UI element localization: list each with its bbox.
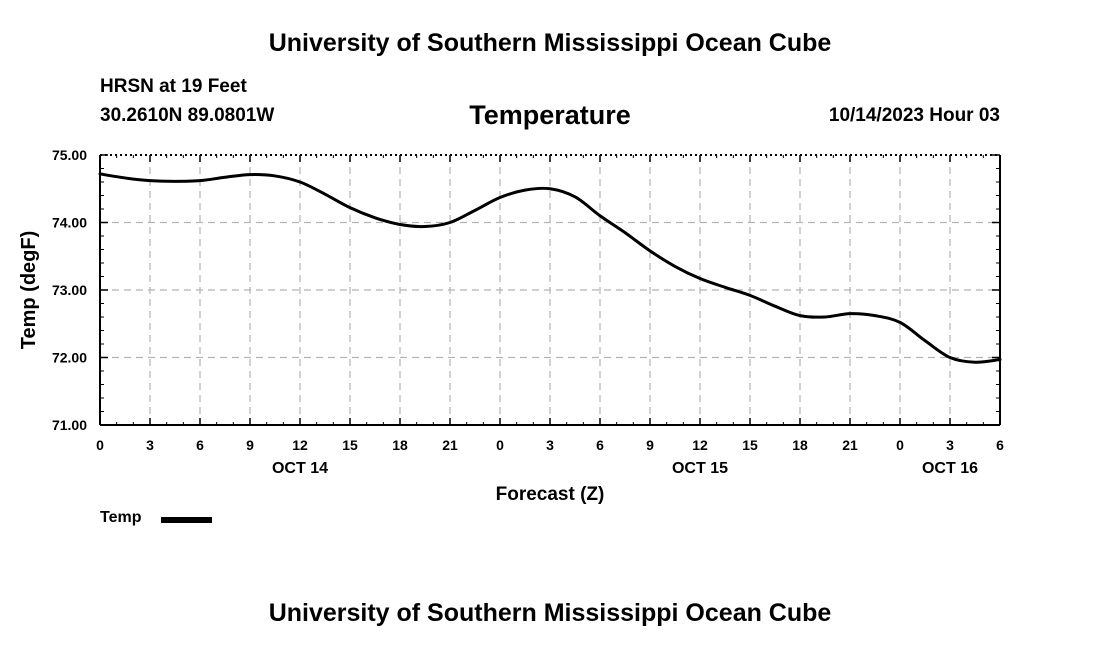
date-label: OCT 15 <box>672 460 728 477</box>
x-tick-label: 6 <box>596 437 604 453</box>
date-label: OCT 16 <box>922 460 978 477</box>
y-tick-label: 71.00 <box>52 417 87 433</box>
legend-label: Temp <box>100 509 142 526</box>
x-tick-label: 15 <box>742 437 758 453</box>
x-tick-label: 3 <box>946 437 954 453</box>
x-tick-label: 6 <box>996 437 1004 453</box>
variable-title: Temperature <box>469 100 631 130</box>
coordinates-label: 30.2610N 89.0801W <box>100 105 275 126</box>
x-tick-label: 9 <box>246 437 254 453</box>
datetime-label: 10/14/2023 Hour 03 <box>828 105 1000 126</box>
x-tick-label: 0 <box>96 437 104 453</box>
x-tick-label: 9 <box>646 437 654 453</box>
x-tick-label: 12 <box>692 437 708 453</box>
chart-title: University of Southern Mississippi Ocean… <box>268 29 832 57</box>
station-label: HRSN at 19 Feet <box>100 76 247 97</box>
tick-marks <box>99 154 1001 426</box>
y-axis-label: Temp (degF) <box>18 231 40 350</box>
x-tick-label: 21 <box>442 437 458 453</box>
x-tick-label: 21 <box>842 437 858 453</box>
tick-labels: 0 3 6 9 12 15 18 21 0 3 6 9 12 15 18 21 0 3 6 71.00 72.00 73.… <box>52 147 1004 477</box>
x-tick-label: 12 <box>292 437 308 453</box>
footer-title: University of Southern Mississippi Ocean… <box>268 599 832 627</box>
legend-swatch <box>161 517 212 523</box>
x-tick-label: 6 <box>196 437 204 453</box>
y-tick-label: 73.00 <box>52 282 87 298</box>
x-tick-label: 3 <box>546 437 554 453</box>
x-tick-label: 0 <box>496 437 504 453</box>
y-tick-label: 72.00 <box>52 350 87 366</box>
y-tick-label: 74.00 <box>52 215 87 231</box>
x-tick-label: 18 <box>792 437 808 453</box>
grid-lines <box>100 155 1000 425</box>
y-tick-label: 75.00 <box>52 147 87 163</box>
x-tick-label: 18 <box>392 437 408 453</box>
x-tick-label: 15 <box>342 437 358 453</box>
x-axis-label: Forecast (Z) <box>496 484 605 505</box>
x-tick-label: 3 <box>146 437 154 453</box>
x-tick-label: 0 <box>896 437 904 453</box>
date-label: OCT 14 <box>272 460 328 477</box>
series-line-temp <box>98 172 1002 364</box>
